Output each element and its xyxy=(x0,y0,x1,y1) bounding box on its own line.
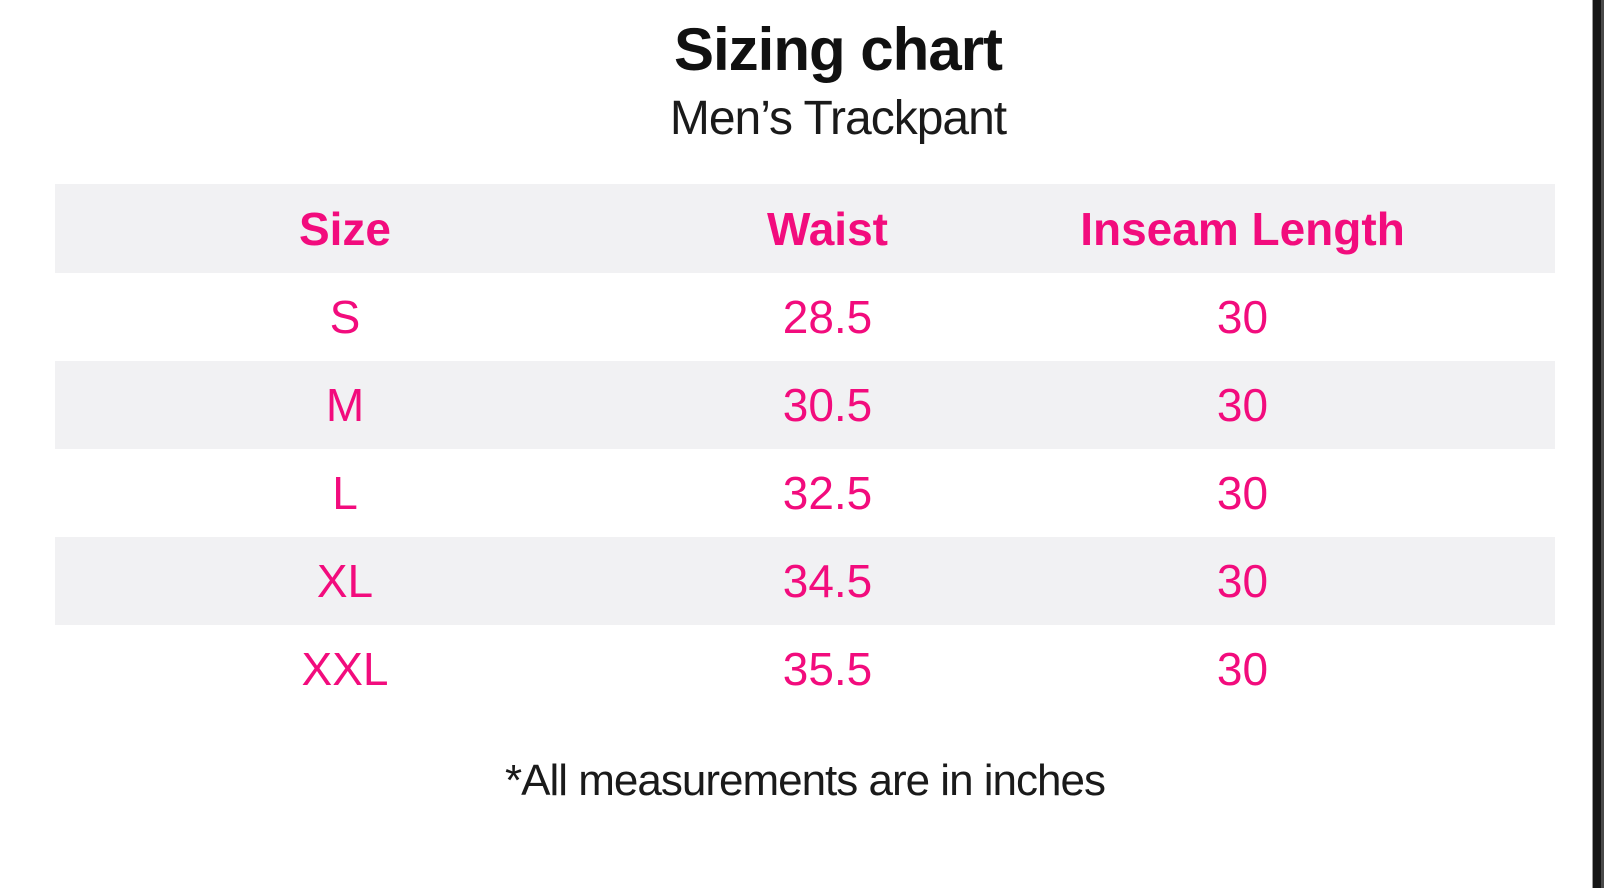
table-row-xl: XL 34.5 30 xyxy=(55,537,1555,625)
table-header-row: Size Waist Inseam Length xyxy=(55,184,1555,273)
table-row-l: L 32.5 30 xyxy=(55,449,1555,537)
sizing-table: Size Waist Inseam Length S 28.5 30 M 30.… xyxy=(55,184,1555,713)
cell-inseam: 30 xyxy=(1216,643,1269,695)
measurements-footnote: *All measurements are in inches xyxy=(505,756,1106,805)
column-header-inseam-length: Inseam Length xyxy=(1020,184,1555,273)
cell-inseam: 30 xyxy=(1216,291,1269,343)
table-row-xxl: XXL 35.5 30 xyxy=(55,625,1555,713)
cell-size: M xyxy=(325,379,365,431)
page-subtitle: Men’s Trackpant xyxy=(669,92,1007,145)
cell-waist: 32.5 xyxy=(782,467,873,519)
table-row-s: S 28.5 30 xyxy=(55,273,1555,361)
column-header-waist: Waist xyxy=(635,184,1020,273)
cell-waist: 35.5 xyxy=(782,643,873,695)
column-header-size: Size xyxy=(55,184,635,273)
cell-size: XL xyxy=(316,555,374,607)
table-row-m: M 30.5 30 xyxy=(55,361,1555,449)
cell-waist: 34.5 xyxy=(782,555,873,607)
cell-inseam: 30 xyxy=(1216,555,1269,607)
cell-inseam: 30 xyxy=(1216,379,1269,431)
cell-inseam: 30 xyxy=(1216,467,1269,519)
cell-size: L xyxy=(332,467,358,519)
cell-size: XXL xyxy=(301,643,389,695)
cell-size: S xyxy=(329,291,361,343)
cell-waist: 28.5 xyxy=(782,291,873,343)
heading-block: Sizing chart Men’s Trackpant xyxy=(0,12,1604,146)
right-edge-bar xyxy=(1592,0,1604,888)
cell-waist: 30.5 xyxy=(782,379,873,431)
page-title: Sizing chart xyxy=(673,16,1003,83)
